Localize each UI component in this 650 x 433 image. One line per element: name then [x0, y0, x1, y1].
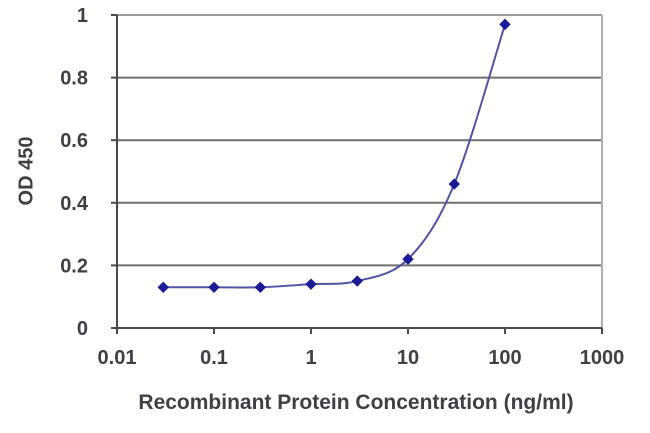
y-tick-label: 0 — [77, 318, 88, 340]
x-axis-title: Recombinant Protein Concentration (ng/ml… — [138, 391, 574, 414]
y-tick-label: 0.8 — [60, 68, 88, 90]
y-axis-title: OD 450 — [15, 136, 38, 206]
data-point-marker — [351, 275, 363, 287]
series-line — [163, 24, 506, 289]
y-tick-label: 0.2 — [60, 255, 88, 277]
x-tick-label: 100 — [488, 347, 521, 369]
data-point-marker — [402, 253, 414, 265]
x-tick-label: 10 — [397, 347, 419, 369]
y-tick-label: 1 — [77, 5, 88, 27]
x-tick-label: 1 — [305, 347, 316, 369]
x-tick-label: 1000 — [580, 347, 625, 369]
x-tick-label: 0.1 — [200, 347, 228, 369]
data-point-marker — [254, 281, 266, 294]
y-tick-label: 0.4 — [60, 193, 89, 215]
y-tick-label: 0.6 — [60, 130, 88, 152]
data-point-marker — [208, 281, 220, 294]
data-point-marker — [157, 281, 169, 294]
data-point-marker — [499, 18, 511, 31]
data-point-marker — [448, 178, 460, 190]
data-point-marker — [305, 278, 317, 290]
x-tick-label: 0.01 — [98, 347, 137, 369]
